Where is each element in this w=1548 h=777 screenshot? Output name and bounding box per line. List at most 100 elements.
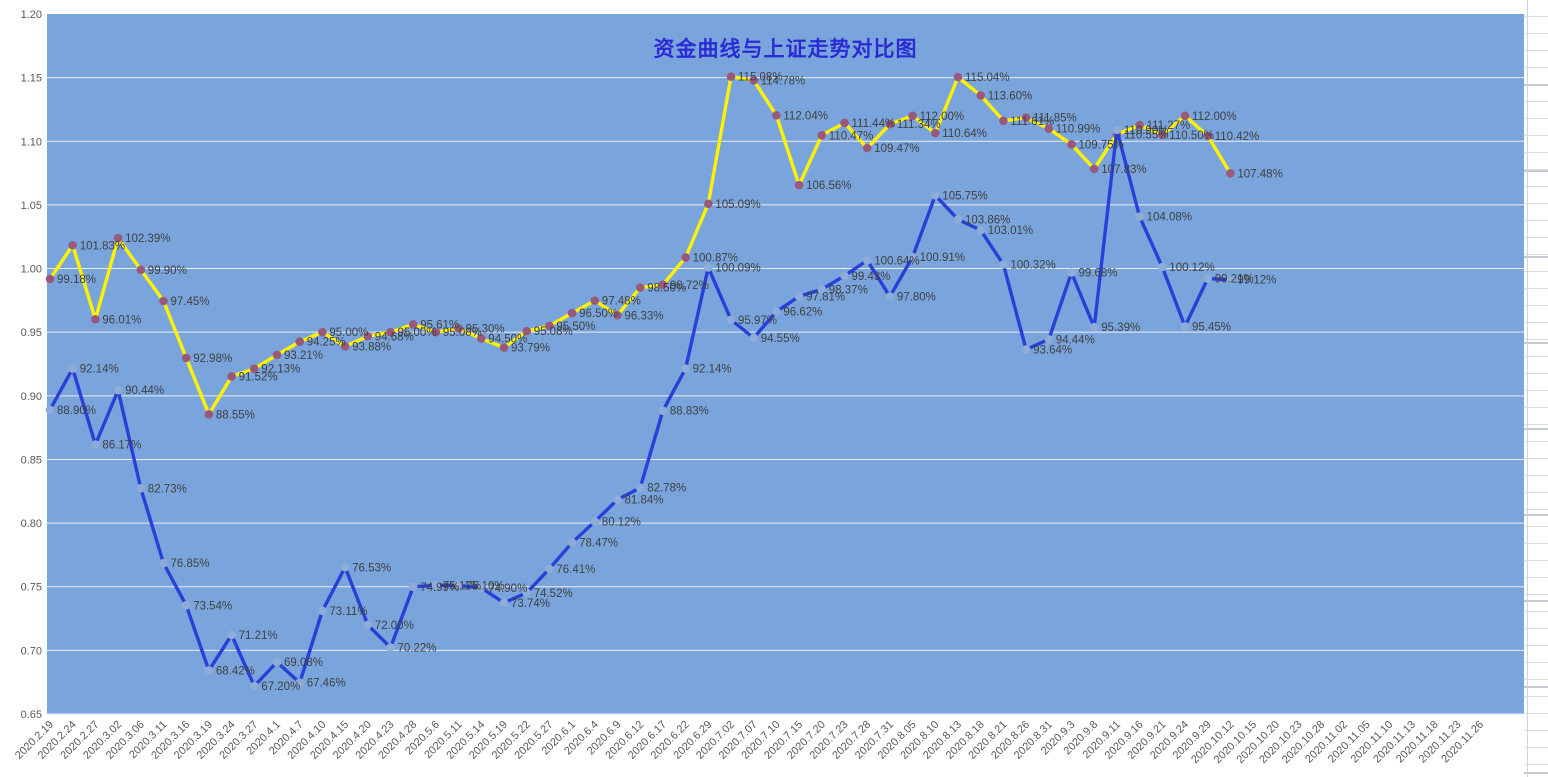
fund-curve-data-label: 92.13% <box>261 364 300 376</box>
index-curve-data-label: 76.41% <box>556 564 595 576</box>
index-curve-marker <box>295 678 305 687</box>
index-curve-data-label: 90.44% <box>125 385 164 397</box>
index-curve-data-label: 95.97% <box>738 315 777 327</box>
index-curve-marker <box>908 252 917 262</box>
fund-curve-data-label: 95.30% <box>466 323 505 335</box>
index-curve-data-label: 93.64% <box>1033 344 1072 356</box>
index-curve-marker <box>1158 262 1167 272</box>
index-curve-data-label: 96.62% <box>783 307 822 319</box>
fund-curve-marker <box>113 233 123 243</box>
index-curve-data-label: 100.64% <box>874 255 919 267</box>
index-curve-data-label: 95.45% <box>1192 321 1231 333</box>
fund-curve-marker <box>363 331 373 341</box>
index-curve-data-label: 81.84% <box>625 495 664 507</box>
index-curve-marker <box>408 582 418 592</box>
index-curve-marker <box>136 484 146 493</box>
y-axis-tick-label: 0.95 <box>21 327 42 339</box>
fund-curve-data-label: 112.04% <box>783 110 828 122</box>
index-curve-data-label: 105.75% <box>942 190 987 202</box>
chart-title: 资金曲线与上证走势对比图 <box>653 38 918 61</box>
fund-curve-data-label: 94.68% <box>375 331 414 343</box>
fund-curve-marker <box>386 327 395 337</box>
fund-curve-marker <box>976 91 985 100</box>
y-axis-tick-label: 1.10 <box>21 136 42 148</box>
fund-curve-marker <box>431 327 441 337</box>
fund-curve-marker <box>658 280 668 290</box>
fund-curve-data-label: 110.99% <box>1056 124 1101 136</box>
index-curve-data-label: 74.90% <box>488 583 527 595</box>
fund-curve-marker <box>181 353 191 363</box>
index-curve-data-label: 86.17% <box>102 440 141 452</box>
y-axis-tick-label: 0.85 <box>21 454 42 466</box>
index-curve-marker <box>840 271 849 281</box>
index-curve-data-label: 94.44% <box>1056 334 1095 346</box>
index-curve-data-label: 94.55% <box>761 333 800 345</box>
y-axis-tick-label: 0.90 <box>21 391 42 403</box>
index-curve-marker <box>477 583 486 593</box>
fund-curve-data-label: 96.33% <box>625 310 664 322</box>
y-axis-tick-label: 0.70 <box>21 645 42 657</box>
index-curve-marker <box>635 483 645 493</box>
index-curve-data-label: 78.47% <box>579 538 618 550</box>
fund-curve-data-label: 102.39% <box>125 233 170 245</box>
index-curve-marker <box>68 364 77 373</box>
fund-curve-data-label: 99.18% <box>57 274 96 286</box>
index-curve-marker <box>658 406 668 416</box>
index-curve-data-label: 97.80% <box>897 292 936 304</box>
fund-curve-marker <box>590 296 600 305</box>
y-axis-tick-label: 0.80 <box>21 518 42 530</box>
index-curve-data-label: 75.10% <box>466 580 505 592</box>
index-curve-marker <box>953 215 963 224</box>
index-curve-data-label: 67.20% <box>261 681 300 693</box>
fund-curve-marker <box>1044 124 1054 133</box>
plot-area[interactable] <box>47 14 1524 714</box>
fund-curve-marker <box>408 320 418 329</box>
index-curve-data-label: 95.39% <box>1101 322 1140 334</box>
index-curve-marker <box>1067 268 1076 277</box>
fund-curve-marker <box>1158 130 1167 140</box>
spreadsheet-cells[interactable] <box>1524 0 1548 777</box>
index-curve-data-label: 100.12% <box>1169 262 1214 274</box>
fund-curve-data-label: 91.52% <box>239 371 278 383</box>
index-curve-marker <box>159 558 168 568</box>
fund-curve-marker <box>1135 120 1144 130</box>
index-curve-data-label: 92.14% <box>80 364 119 376</box>
y-axis-tick-label: 0.75 <box>21 582 42 594</box>
fund-curve-marker <box>885 119 895 129</box>
index-curve-data-label: 100.91% <box>920 252 965 264</box>
fund-curve-marker <box>68 240 77 250</box>
fund-curve-marker <box>45 274 55 284</box>
index-curve-data-label: 88.90% <box>57 405 96 417</box>
index-curve-data-label: 73.74% <box>511 598 550 610</box>
fund-curve-marker <box>1203 131 1212 141</box>
fund-curve-data-label: 109.75% <box>1079 139 1124 151</box>
index-curve-data-label: 75.11% <box>443 580 481 592</box>
index-curve-marker <box>227 630 236 640</box>
fund-curve-marker <box>613 310 622 320</box>
fund-curve-data-label: 112.00% <box>920 111 965 123</box>
index-curve-data-label: 74.52% <box>534 588 573 600</box>
index-curve-marker <box>772 307 781 316</box>
index-curve-data-label: 73.11% <box>329 606 367 618</box>
index-curve-marker <box>681 364 690 373</box>
fund-curve-marker <box>567 308 577 318</box>
fund-curve-marker <box>295 337 305 347</box>
index-curve-marker <box>794 292 804 301</box>
index-curve-data-label: 67.46% <box>307 678 346 690</box>
index-curve-data-label: 99.43% <box>852 271 891 283</box>
fund-curve-marker <box>840 118 849 128</box>
index-curve-data-label: 74.99% <box>420 582 459 594</box>
fund-curve-data-label: 95.61% <box>420 319 459 331</box>
fund-curve-data-label: 110.64% <box>942 128 987 140</box>
fund-curve-data-label: 115.08% <box>738 72 783 84</box>
index-curve-marker <box>590 517 600 526</box>
index-curve-data-label: 72.00% <box>375 620 414 632</box>
fund-curve-marker <box>681 253 690 262</box>
index-curve-marker <box>1203 274 1212 283</box>
fund-curve-data-label: 95.00% <box>398 327 437 339</box>
fund-curve-data-label: 112.00% <box>1192 111 1237 123</box>
index-curve-marker <box>204 666 214 675</box>
fund-curve-data-label: 97.48% <box>602 296 641 308</box>
fund-curve-data-label: 114.78% <box>761 75 806 87</box>
fund-curve-marker <box>545 321 554 331</box>
